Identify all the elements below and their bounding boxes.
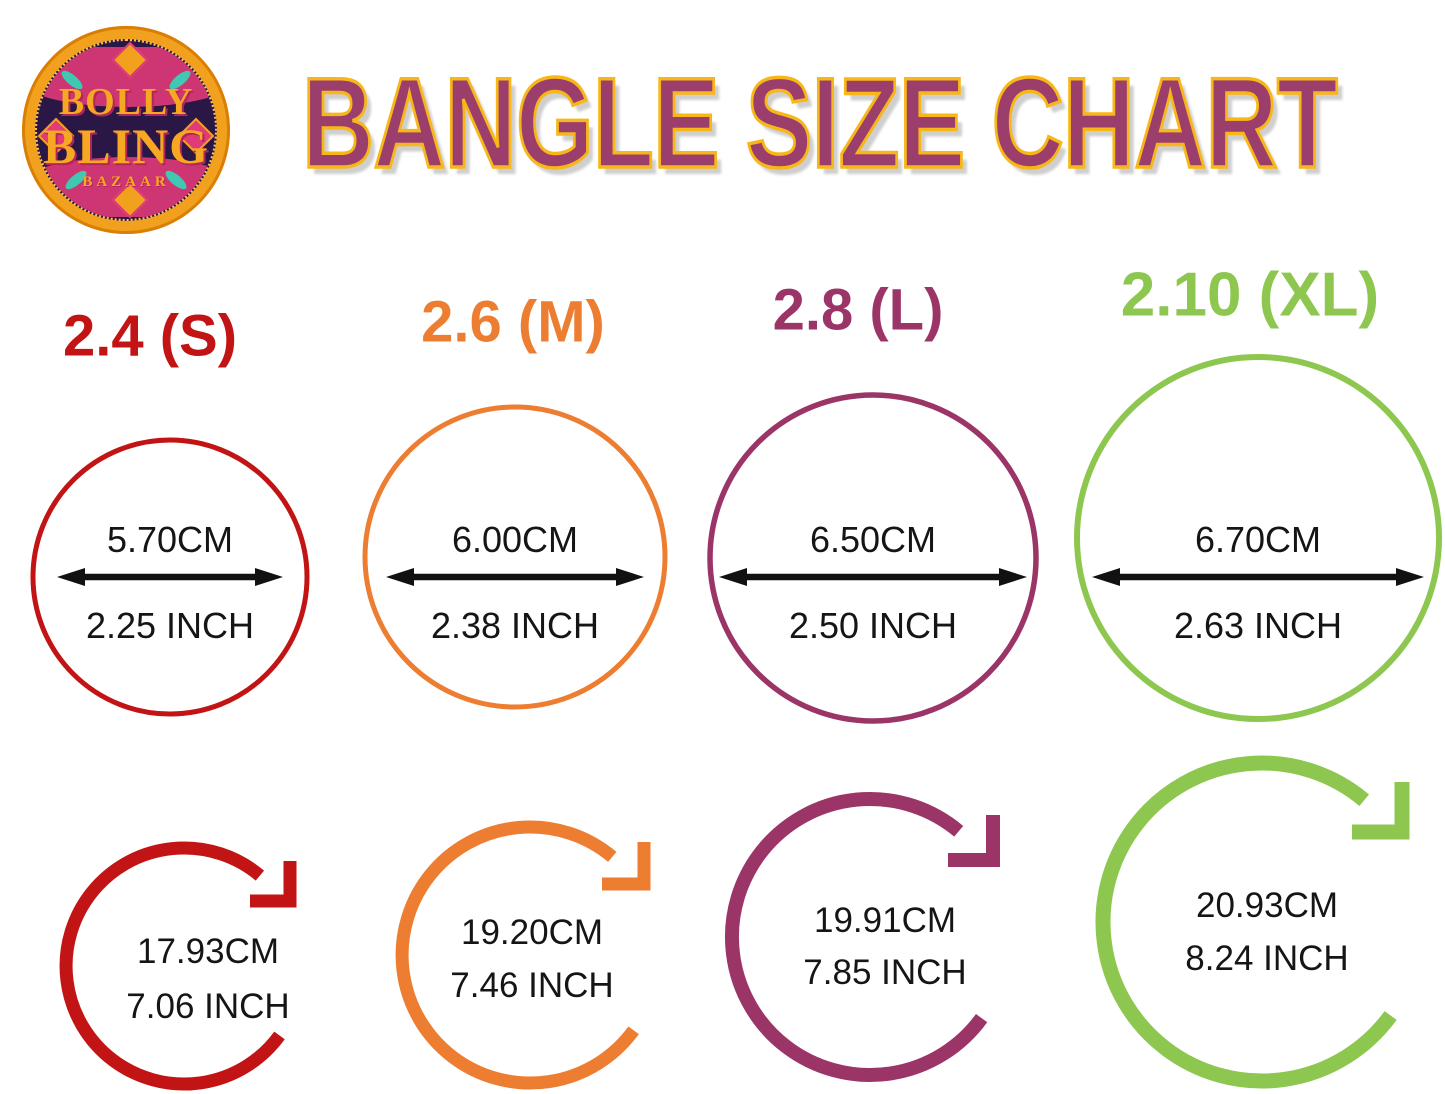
bangle-diameter-circle-small <box>30 437 310 717</box>
logo-text-bazaar: BAZAAR <box>82 174 170 190</box>
circumference-arrow-icon-xlarge <box>1095 755 1410 1089</box>
diameter-cm-small: 5.70CM <box>106 519 234 560</box>
diameter-inch-medium: 2.38 INCH <box>430 605 600 646</box>
circumference-arrow-icon-medium <box>395 820 651 1090</box>
circumference-cm-small: 17.93CM <box>136 932 280 971</box>
bangle-diameter-circle-xlarge <box>1074 354 1442 722</box>
diameter-inch-small: 2.25 INCH <box>85 605 255 646</box>
bangle-diameter-circle-medium <box>362 404 668 710</box>
logo-text-bolly: BOLLY <box>58 81 194 123</box>
size-label-small: 2.4 (S) <box>62 303 238 369</box>
circumference-inch-large: 7.85 INCH <box>803 953 967 992</box>
brand-logo: BOLLY BLING BAZAAR <box>22 26 230 234</box>
logo-badge: BOLLY BLING BAZAAR <box>35 39 217 221</box>
size-label-large: 2.8 (L) <box>772 277 944 343</box>
diameter-arrow-icon-small <box>57 568 283 586</box>
circumference-inch-xlarge: 8.24 INCH <box>1185 939 1349 978</box>
circumference-cm-xlarge: 20.93CM <box>1195 886 1339 925</box>
logo-text-bling: BLING <box>42 118 210 174</box>
diameter-cm-large: 6.50CM <box>809 519 937 560</box>
diameter-arrow-icon-medium <box>386 568 644 586</box>
circumference-cm-large: 19.91CM <box>813 901 957 940</box>
diameter-cm-medium: 6.00CM <box>451 519 579 560</box>
bangle-diameter-circle-large <box>707 392 1039 724</box>
diameter-arrow-icon-large <box>719 568 1027 586</box>
circumference-arrow-icon-small <box>59 841 297 1091</box>
size-label-medium: 2.6 (M) <box>421 289 605 355</box>
diameter-inch-xlarge: 2.63 INCH <box>1173 605 1343 646</box>
circumference-arrow-icon-large <box>724 791 1000 1082</box>
size-label-xlarge: 2.10 (XL) <box>1120 260 1380 330</box>
diameter-cm-xlarge: 6.70CM <box>1194 519 1322 560</box>
circumference-inch-medium: 7.46 INCH <box>450 966 614 1005</box>
diameter-arrow-icon-xlarge <box>1092 568 1424 586</box>
circumference-cm-medium: 19.20CM <box>460 913 604 952</box>
circumference-inch-small: 7.06 INCH <box>126 987 290 1026</box>
diameter-inch-large: 2.50 INCH <box>788 605 958 646</box>
page-title: BANGLE SIZE CHART <box>301 52 1340 195</box>
